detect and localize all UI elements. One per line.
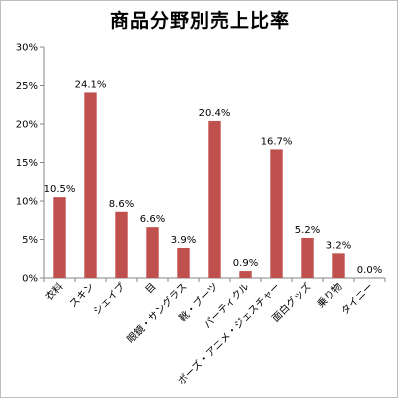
y-tick-label: 25% bbox=[16, 81, 38, 92]
bar bbox=[332, 253, 345, 278]
data-label: 8.6% bbox=[109, 199, 134, 210]
y-tick-label: 30% bbox=[16, 43, 38, 54]
bar bbox=[270, 149, 283, 278]
chart-title: 商品分野別売上比率 bbox=[109, 10, 290, 32]
data-label: 0.9% bbox=[233, 258, 258, 269]
bar bbox=[146, 227, 159, 278]
data-label: 3.9% bbox=[171, 235, 196, 246]
bar bbox=[115, 211, 128, 278]
y-tick-label: 10% bbox=[16, 197, 38, 208]
bar bbox=[239, 271, 252, 278]
data-label: 10.5% bbox=[44, 184, 76, 195]
data-label: 3.2% bbox=[326, 240, 351, 251]
y-tick-label: 15% bbox=[16, 158, 38, 169]
bar bbox=[208, 120, 221, 278]
bar bbox=[53, 197, 66, 278]
category-label: タイニー bbox=[339, 281, 376, 318]
chart-data-labels: 10.5% 24.1% 8.6% 6.6% 3.9% 20.4% 0.9% 16.7% 5.2%… bbox=[44, 79, 383, 276]
y-tick-label: 5% bbox=[22, 235, 38, 246]
bar bbox=[177, 247, 190, 278]
bar bbox=[301, 237, 314, 278]
chart-axes: 0% 5% 10% 15% 20% 25% 30% bbox=[16, 43, 386, 285]
y-tick-label: 20% bbox=[16, 120, 38, 131]
chart-bars bbox=[53, 92, 345, 279]
category-label: 衣料 bbox=[42, 280, 65, 303]
category-label: 乗り物 bbox=[314, 280, 344, 310]
category-label: シェイプ bbox=[91, 281, 128, 318]
category-label: スキン bbox=[68, 281, 97, 310]
data-label: 6.6% bbox=[140, 214, 165, 225]
data-label: 16.7% bbox=[261, 136, 293, 147]
category-label: 目 bbox=[144, 281, 159, 296]
y-tick-label: 0% bbox=[22, 274, 38, 285]
data-label: 0.0% bbox=[357, 265, 382, 276]
data-label: 5.2% bbox=[295, 225, 320, 236]
data-label: 20.4% bbox=[199, 108, 231, 119]
bar bbox=[84, 92, 97, 279]
data-label: 24.1% bbox=[75, 79, 107, 90]
